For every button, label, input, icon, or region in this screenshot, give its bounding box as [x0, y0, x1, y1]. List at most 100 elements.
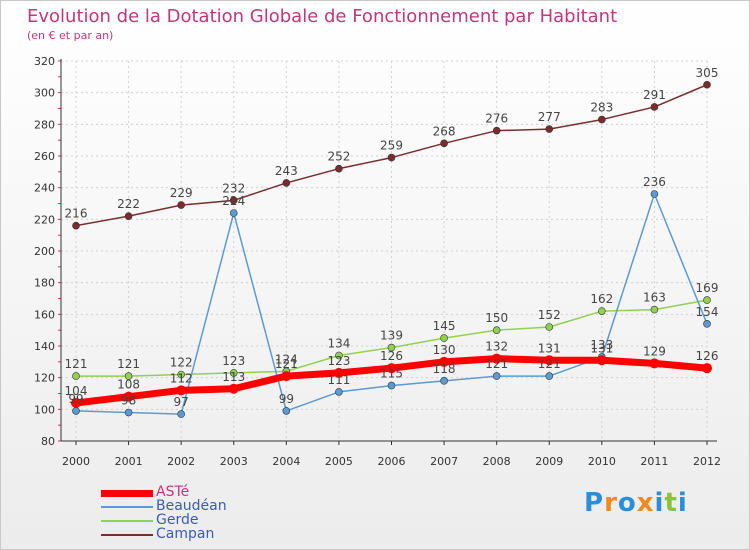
data-label-campan: 268 — [433, 124, 456, 138]
data-point-gerde — [124, 372, 133, 380]
data-point-gerde — [440, 334, 448, 342]
data-point-campan — [124, 212, 133, 220]
data-label-aste: 108 — [117, 378, 140, 392]
legend-swatch — [101, 520, 153, 522]
logo-letter: t — [664, 488, 678, 518]
data-label-gerde: 163 — [643, 291, 666, 305]
data-label-beaudean: 133 — [590, 338, 613, 352]
data-point-aste — [228, 383, 239, 394]
data-label-campan: 252 — [327, 150, 350, 164]
data-point-aste — [439, 356, 450, 367]
data-point-campan — [72, 221, 80, 230]
x-tick-label: 2001 — [115, 455, 143, 468]
data-point-aste — [491, 353, 502, 364]
legend-label: ASTé — [156, 484, 190, 500]
data-point-aste — [649, 358, 660, 369]
data-label-campan: 232 — [222, 181, 245, 195]
data-label-aste: 126 — [696, 349, 719, 363]
data-label-gerde: 123 — [222, 354, 245, 368]
data-label-campan: 243 — [275, 164, 298, 178]
data-label-beaudean: 111 — [327, 373, 350, 387]
y-tick-label: 80 — [41, 435, 55, 448]
x-tick-label: 2000 — [62, 455, 90, 468]
data-point-beaudean — [703, 320, 711, 328]
data-point-beaudean — [72, 407, 80, 415]
data-label-beaudean: 154 — [696, 305, 719, 319]
data-label-gerde: 124 — [275, 352, 298, 366]
data-point-gerde — [229, 369, 238, 377]
data-point-gerde — [177, 370, 185, 379]
data-point-gerde — [492, 326, 501, 334]
data-label-aste: 112 — [170, 371, 193, 385]
data-label-campan: 291 — [643, 88, 666, 102]
data-point-campan — [598, 115, 606, 124]
logo-letter: o — [617, 488, 637, 518]
data-point-beaudean — [124, 408, 133, 417]
data-label-gerde: 169 — [696, 281, 719, 295]
x-tick-label: 2009 — [535, 455, 563, 468]
data-point-gerde — [387, 343, 396, 352]
data-point-aste — [281, 371, 292, 382]
legend-swatch — [101, 489, 153, 497]
data-label-campan: 277 — [538, 110, 561, 124]
data-point-campan — [650, 103, 659, 111]
data-label-aste: 123 — [327, 354, 350, 368]
chart-subtitle: (en € et par an) — [27, 29, 114, 42]
x-tick-label: 2005 — [325, 455, 353, 468]
data-label-campan: 283 — [590, 101, 613, 115]
data-label-campan: 222 — [117, 197, 140, 211]
y-tick-label: 160 — [34, 308, 55, 321]
data-label-campan: 216 — [65, 207, 88, 221]
data-point-campan — [703, 80, 711, 89]
data-label-aste: 131 — [538, 341, 561, 355]
data-point-aste — [71, 398, 81, 408]
logo-letter: i — [654, 488, 665, 518]
data-point-aste — [386, 363, 397, 374]
legend-swatch — [101, 506, 153, 508]
y-tick-label: 320 — [34, 55, 55, 68]
data-point-campan — [229, 196, 238, 205]
y-tick-label: 260 — [34, 150, 55, 163]
y-tick-label: 100 — [34, 403, 55, 416]
data-point-aste — [596, 355, 607, 366]
data-label-campan: 276 — [485, 112, 508, 126]
data-label-gerde: 134 — [327, 337, 350, 351]
data-label-beaudean: 99 — [279, 392, 294, 406]
x-tick-label: 2008 — [483, 455, 511, 468]
legend-label: Campan — [156, 526, 215, 542]
data-point-beaudean — [282, 407, 291, 415]
data-point-beaudean — [545, 372, 554, 380]
logo-letter: r — [604, 488, 618, 518]
data-label-aste: 126 — [380, 349, 403, 363]
y-tick-label: 220 — [34, 213, 55, 226]
chart-title: Evolution de la Dotation Globale de Fonc… — [27, 6, 618, 27]
y-tick-label: 120 — [34, 372, 55, 385]
data-label-aste: 132 — [485, 340, 508, 354]
data-point-campan — [440, 139, 448, 148]
y-tick-label: 300 — [34, 87, 55, 100]
data-point-gerde — [335, 351, 343, 360]
data-label-beaudean: 115 — [380, 367, 403, 381]
data-label-aste: 104 — [65, 384, 88, 398]
data-point-beaudean — [492, 372, 501, 380]
data-label-beaudean: 118 — [433, 362, 456, 376]
data-point-campan — [177, 201, 185, 209]
data-label-gerde: 152 — [538, 308, 561, 322]
data-point-gerde — [703, 296, 711, 304]
logo-letter: P — [584, 488, 605, 518]
data-point-aste — [123, 391, 134, 402]
data-point-beaudean — [650, 190, 659, 198]
data-point-campan — [282, 179, 291, 187]
x-tick-label: 2011 — [640, 455, 668, 468]
data-label-aste: 131 — [590, 341, 613, 355]
data-label-beaudean: 224 — [222, 194, 245, 208]
x-tick-label: 2012 — [693, 455, 721, 468]
legend-label: Beaudéan — [156, 498, 227, 514]
proxiti-logo: Proxiti — [584, 488, 688, 518]
data-point-campan — [545, 125, 554, 133]
x-tick-label: 2003 — [220, 455, 248, 468]
data-label-gerde: 162 — [590, 292, 613, 306]
data-label-campan: 259 — [380, 139, 403, 153]
